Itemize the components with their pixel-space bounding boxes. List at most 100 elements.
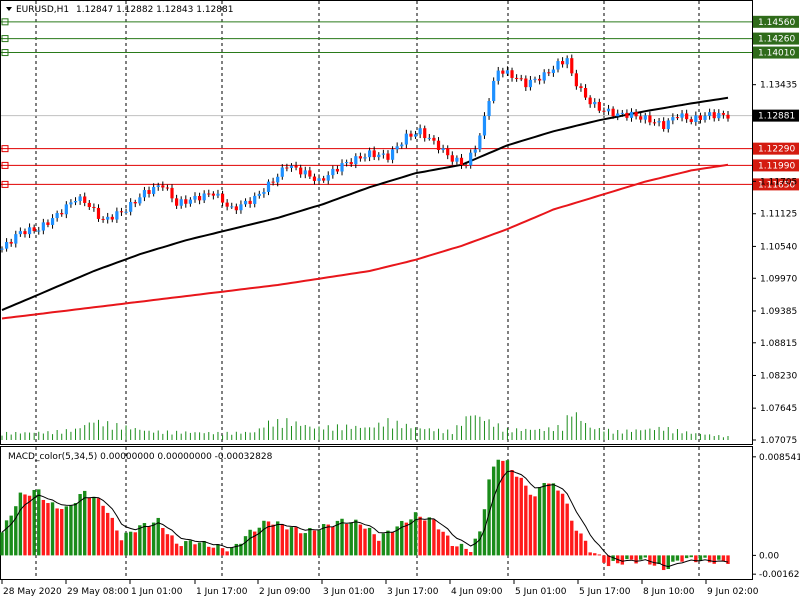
macd-bar xyxy=(514,476,519,556)
macd-bar xyxy=(161,527,165,556)
macd-bar xyxy=(220,548,225,556)
macd-bar xyxy=(418,516,422,556)
candlesticks xyxy=(0,54,730,253)
macd-bar xyxy=(606,555,611,567)
bull-candle xyxy=(55,213,59,219)
bear-candle xyxy=(602,110,606,112)
macd-bar xyxy=(73,503,78,556)
macd-bar xyxy=(501,460,505,556)
macd-bar xyxy=(115,530,119,556)
bull-candle xyxy=(331,168,335,176)
header: EURUSD,H1 1.12847 1.12882 1.12843 1.1288… xyxy=(6,5,233,15)
bull-candle xyxy=(367,150,372,158)
resistance-level-price-box xyxy=(753,15,799,28)
bear-candle xyxy=(271,181,275,183)
bear-candle xyxy=(712,112,716,119)
bull-candle xyxy=(717,113,721,119)
bull-candle xyxy=(551,69,555,73)
bull-candle xyxy=(317,178,321,181)
time-tick-label: 1 Jun 01:00 xyxy=(131,587,183,597)
macd-bar xyxy=(211,547,216,556)
bull-candle xyxy=(73,200,78,203)
macd-bar xyxy=(50,502,55,556)
bull-candle xyxy=(78,196,82,201)
bear-candle xyxy=(432,137,436,141)
macd-bar xyxy=(230,547,234,556)
macd-bar xyxy=(280,524,284,556)
macd-bar xyxy=(386,530,390,556)
time-tick-label: 1 Jun 17:00 xyxy=(196,587,248,597)
bear-candle xyxy=(335,168,340,172)
bull-candle xyxy=(129,201,133,212)
macd-bar xyxy=(138,525,142,556)
bear-candle xyxy=(372,150,376,158)
macd-bar xyxy=(41,499,46,556)
macd-bar xyxy=(404,522,409,556)
bear-candle xyxy=(119,211,124,213)
time-axis: 28 May 2020 29 May 08:00 1 Jun 01:00 1 Jun … xyxy=(1,579,759,597)
bear-candle xyxy=(450,155,454,162)
macd-bar xyxy=(18,492,23,556)
bull-candle xyxy=(142,190,147,198)
bull-candle xyxy=(27,227,32,235)
macd-bar xyxy=(266,521,271,556)
macd-bar xyxy=(432,519,436,556)
support-level-handle xyxy=(1,180,9,188)
macd-bar xyxy=(556,490,560,556)
macd-bar xyxy=(133,532,137,556)
bull-candle xyxy=(492,80,496,101)
macd-bar xyxy=(321,524,326,556)
bull-candle xyxy=(50,218,55,225)
bull-candle xyxy=(239,204,243,211)
macd-bar xyxy=(340,518,344,556)
macd-bar xyxy=(326,524,330,556)
macd-bar xyxy=(510,470,514,556)
bull-candle xyxy=(565,58,569,65)
bull-candle xyxy=(106,216,110,220)
macd-bar xyxy=(478,531,482,556)
macd-bar xyxy=(312,530,317,556)
bull-candle xyxy=(629,111,634,118)
bear-candle xyxy=(211,193,215,196)
macd-bar xyxy=(579,533,583,556)
macd-bar xyxy=(482,509,487,556)
bull-candle xyxy=(620,112,624,114)
macd-bar xyxy=(202,541,206,556)
bull-candle xyxy=(64,204,68,215)
bull-candle xyxy=(253,195,257,204)
bear-candle xyxy=(133,201,137,204)
support-level-price-label: 1.11990 xyxy=(758,161,795,171)
bear-candle xyxy=(83,196,87,203)
price-tick-label: 1.07075 xyxy=(760,436,797,446)
macd-bar xyxy=(275,521,280,556)
bear-candle xyxy=(675,117,680,119)
macd-bar xyxy=(473,538,477,556)
macd-bar xyxy=(703,555,707,558)
bear-candle xyxy=(560,61,565,65)
macd-bar xyxy=(151,522,156,556)
bull-candle xyxy=(478,135,482,150)
bear-candle xyxy=(225,202,229,207)
time-tick-label: 8 Jun 10:00 xyxy=(643,587,695,597)
macd-bar xyxy=(666,555,670,569)
bear-candle xyxy=(110,216,114,220)
macd-bar xyxy=(46,503,50,556)
bear-candle xyxy=(299,167,303,175)
macd-bar xyxy=(680,555,684,562)
macd-bar xyxy=(14,506,18,556)
bear-candle xyxy=(446,148,450,156)
macd-bar xyxy=(298,533,303,556)
bear-candle xyxy=(234,206,238,211)
bull-candle xyxy=(395,146,399,150)
price-tick-label: 1.10540 xyxy=(760,242,797,252)
macd-bar xyxy=(179,546,183,556)
macd-bar xyxy=(542,483,546,556)
macd-bar xyxy=(165,534,170,556)
bull-candle xyxy=(556,61,560,70)
dropdown-triangle-icon[interactable] xyxy=(6,7,12,11)
time-tick-label: 3 Jun 17:00 xyxy=(387,587,439,597)
bear-candle xyxy=(220,193,225,203)
bear-candle xyxy=(652,122,657,124)
bear-candle xyxy=(436,140,441,150)
